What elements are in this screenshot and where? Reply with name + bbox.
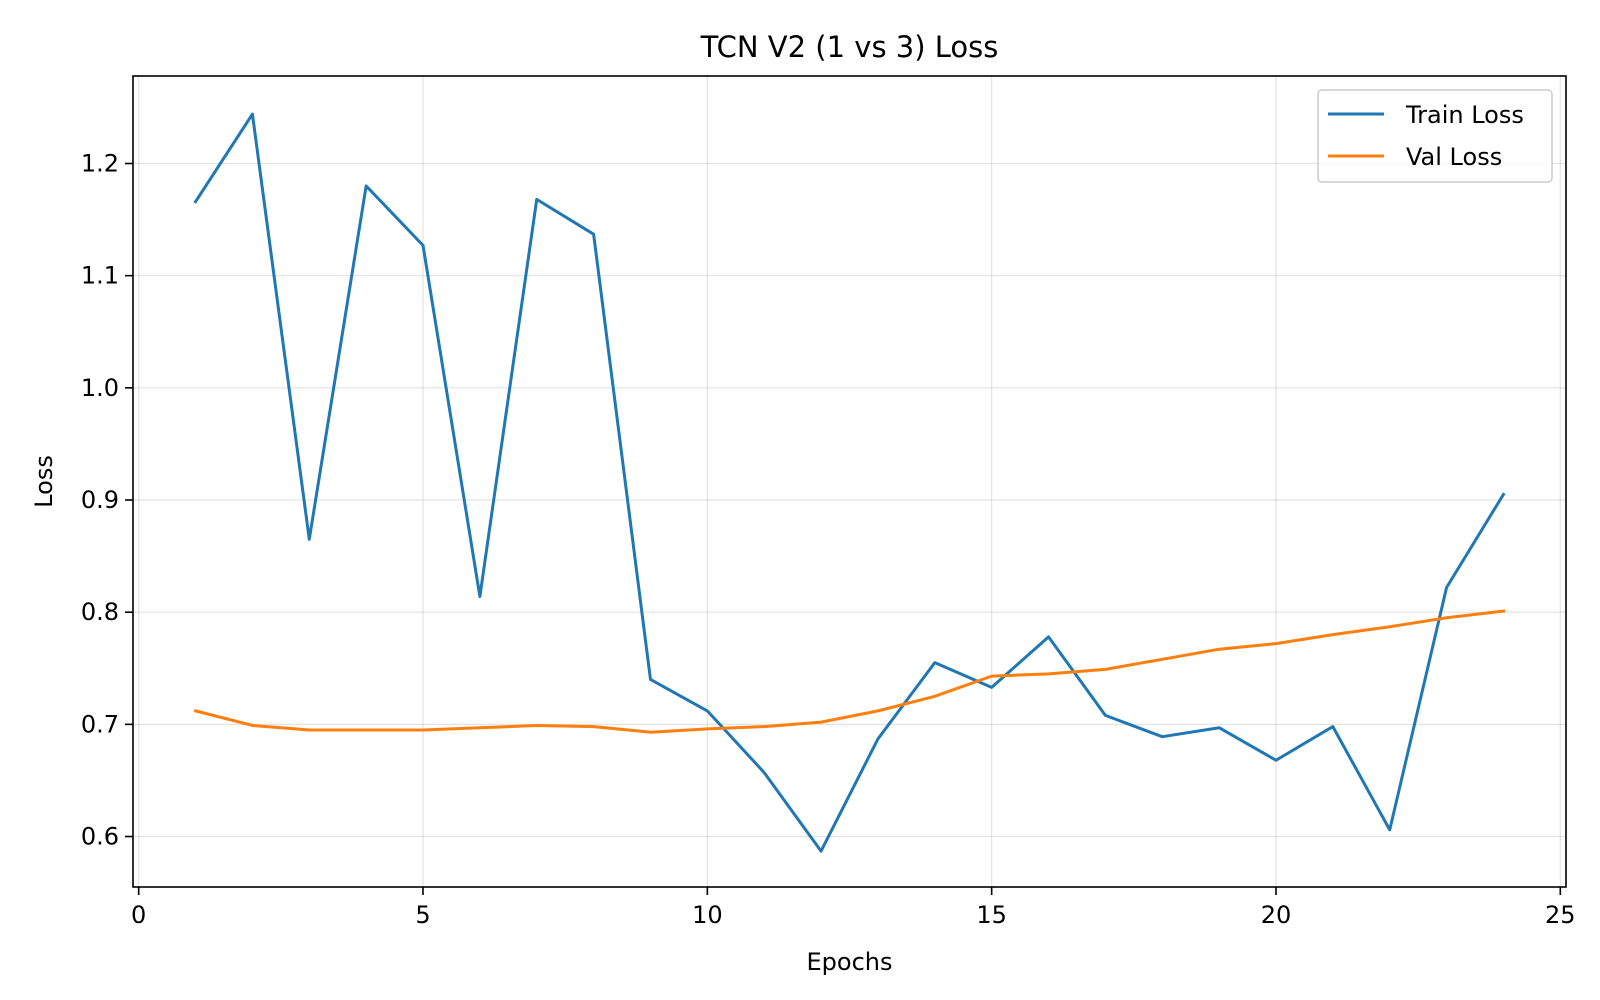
x-tick-label: 20 xyxy=(1261,901,1292,929)
y-axis-label: Loss xyxy=(30,455,58,508)
y-tick-label: 0.6 xyxy=(81,823,119,851)
x-axis-label: Epochs xyxy=(807,948,893,976)
plot-frame xyxy=(132,75,1567,888)
y-tick-label: 1.0 xyxy=(81,374,119,402)
y-tick-label: 0.7 xyxy=(81,710,119,738)
x-tick-label: 5 xyxy=(415,901,430,929)
x-tick-label: 25 xyxy=(1545,901,1576,929)
legend: Train Loss Val Loss xyxy=(1317,89,1553,183)
series-lines xyxy=(193,112,1506,853)
chart-title: TCN V2 (1 vs 3) Loss xyxy=(700,30,999,64)
axis-ticks: 0 5 10 15 20 25 0.6 0.7 0.8 0.9 1.0 1.1 1.2 xyxy=(81,149,1576,929)
x-tick-label: 10 xyxy=(692,901,723,929)
x-tick-label: 15 xyxy=(976,901,1007,929)
series-line-train-loss xyxy=(193,112,1506,853)
series-line-val-loss xyxy=(193,609,1506,734)
y-tick-label: 0.8 xyxy=(81,598,119,626)
legend-entry: Val Loss xyxy=(1406,143,1502,171)
y-tick-label: 1.2 xyxy=(81,149,119,177)
y-tick-label: 0.9 xyxy=(81,486,119,514)
legend-entry: Train Loss xyxy=(1405,101,1524,129)
x-tick-label: 0 xyxy=(131,901,146,929)
grid xyxy=(133,76,1566,887)
y-tick-label: 1.1 xyxy=(81,262,119,290)
